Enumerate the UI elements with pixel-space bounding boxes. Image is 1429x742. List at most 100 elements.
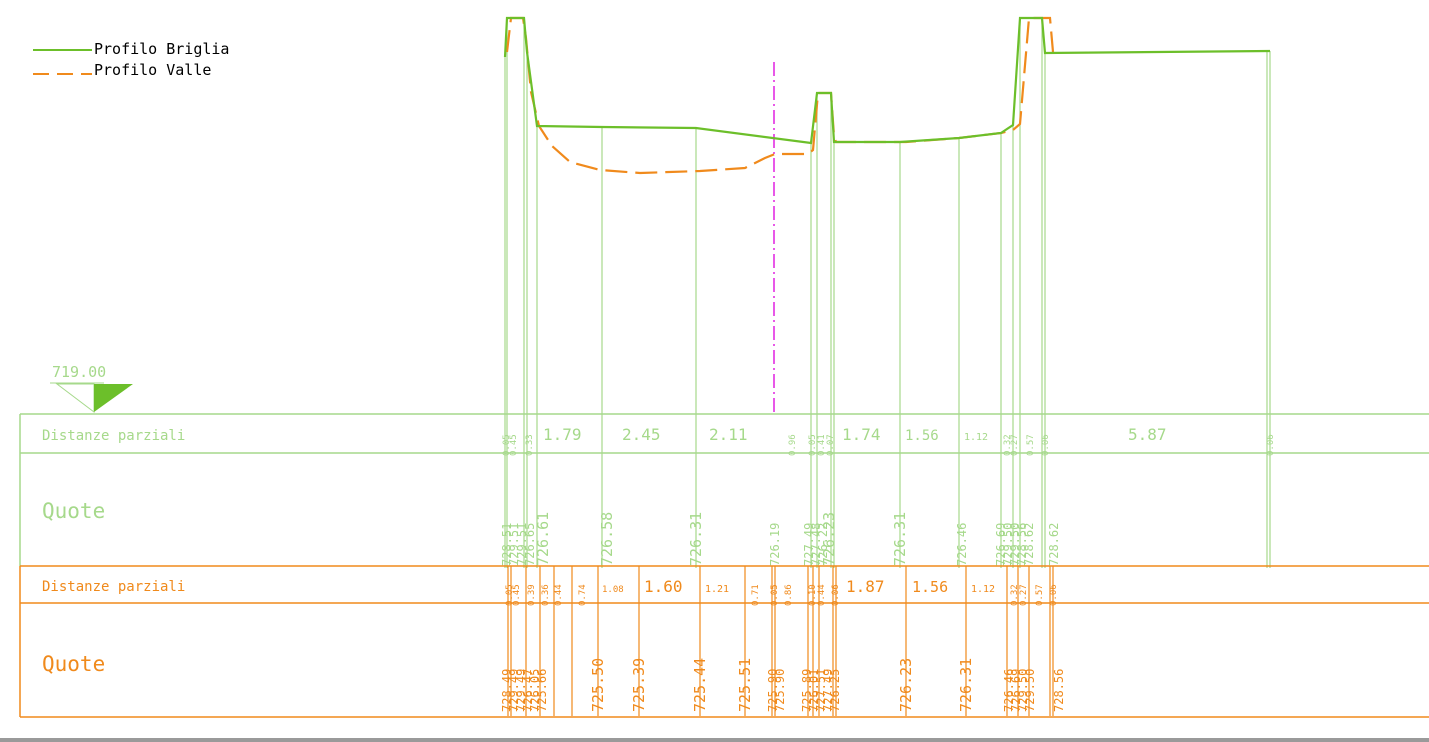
briglia-elevation-label: 729.51: [515, 523, 529, 566]
valle-distance-label: 0.39: [527, 584, 537, 606]
valle-elevation-label: 727.49: [821, 669, 835, 712]
briglia-distance-label: 0.06: [1041, 434, 1051, 456]
valle-distance-label: 0.10: [808, 584, 818, 606]
profilo-briglia-line: [503, 16, 1271, 145]
briglia-distance-label: 0.45: [509, 434, 519, 456]
valle-distance-label: 0.74: [578, 584, 588, 606]
legend: Profilo Briglia Profilo Valle: [33, 40, 229, 79]
briglia-elevation-label: 727.48: [809, 523, 823, 566]
datum-marker: 719.00: [50, 363, 133, 414]
datum-triangle-outline: [55, 383, 95, 414]
valle-elevation-label: 725.51: [736, 658, 754, 712]
briglia-elevation-label: 728.56: [1015, 523, 1029, 566]
briglia-distance-label: 0.41: [817, 434, 827, 456]
valle-elevation-label: 729.49: [507, 669, 521, 712]
datum-label: 719.00: [52, 363, 106, 381]
briglia-elevation-label: 726.61: [534, 512, 552, 566]
briglia-elevation-label: 726.22: [816, 523, 830, 566]
briglia-elevation-label: 729.50: [1001, 523, 1015, 566]
valle-distance-label: 0.05: [770, 584, 780, 606]
briglia-distance-label: 2.45: [622, 425, 661, 444]
valle-elevation-label: 725.66: [535, 669, 549, 712]
valle-distance-label: 0.57: [1035, 584, 1045, 606]
valle-elevation-label: 727.51: [814, 669, 828, 712]
valle-elevation-label: 725.39: [630, 658, 648, 712]
valle-distance-label: 0.06: [1049, 584, 1059, 606]
valle-distance-label: 0.71: [751, 584, 761, 606]
valle-elevation-label: 726.25: [828, 669, 842, 712]
briglia-dist-header: Distanze parziali: [42, 428, 185, 444]
briglia-distance-label: 1.74: [842, 425, 881, 444]
valle-distance-label: 1.21: [705, 584, 729, 595]
valle-elevation-label: 725.89: [800, 669, 814, 712]
briglia-distance-label: 1.79: [543, 425, 582, 444]
valle-elevation-label: 729.50: [1023, 669, 1037, 712]
valle-distance-label: 0.36: [541, 584, 551, 606]
valle-elevation-label: 725.90: [766, 669, 780, 712]
valle-elevation-label: 729.50: [1016, 669, 1030, 712]
valle-dist-header: Distanze parziali: [42, 579, 185, 595]
briglia-elevation-label: 726.31: [891, 512, 909, 566]
briglia-elevation-label: 726.23: [820, 512, 838, 566]
briglia-elevation-label: 728.62: [1047, 523, 1061, 566]
valle-elevation-label: 726.47: [521, 669, 535, 712]
briglia-distance-label: 1.56: [905, 428, 939, 444]
briglia-elevation-label: 726.65: [523, 523, 537, 566]
briglia-elevation-label: 726.58: [598, 512, 616, 566]
valle-distance-label: 0.86: [784, 584, 794, 606]
briglia-distance-label: 0.07: [826, 434, 836, 456]
briglia-elevation-label: 726.19: [768, 523, 782, 566]
briglia-elevation-label: 726.31: [687, 512, 705, 566]
valle-distance-label: 1.87: [846, 577, 885, 596]
briglia-distance-label: 1.12: [964, 432, 988, 443]
status-bar-divider: [0, 738, 1429, 742]
valle-elevation-label: 729.49: [514, 669, 528, 712]
valle-distance-label: 0.45: [512, 584, 522, 606]
briglia-elevation-label: 729.51: [507, 523, 521, 566]
profilo-valle-line: [505, 16, 1055, 175]
valle-elevation-label: 726.05: [528, 669, 542, 712]
valle-distance-label: 0.27: [1019, 584, 1029, 606]
valle-distance-label: 1.56: [912, 578, 948, 596]
briglia-distance-label: 0.57: [1026, 434, 1036, 456]
briglia-elevation-label: 729.50: [1008, 523, 1022, 566]
station-lines: [504, 18, 1271, 568]
briglia-elevation-label: 728.51: [500, 523, 514, 566]
valle-elevation-label: 725.50: [589, 658, 607, 712]
briglia-distance-label: 0.96: [788, 434, 798, 456]
valle-distance-label: 0.44: [817, 584, 827, 606]
valle-elevation-label: 726.69: [1009, 669, 1023, 712]
briglia-elevation-label: 728.62: [1022, 523, 1036, 566]
briglia-distance-label: 0.05: [502, 434, 512, 456]
legend-valle-label: Profilo Valle: [94, 61, 211, 79]
valle-distance-label: 0.32: [1010, 584, 1020, 606]
valle-elevation-label: 725.90: [773, 669, 787, 712]
briglia-distance-label: 0.32: [1003, 434, 1013, 456]
valle-distance-label: 1.12: [971, 584, 995, 595]
briglia-distance-label: 0.06: [1266, 434, 1276, 456]
briglia-quote-header: Quote: [42, 499, 105, 523]
valle-quote-header: Quote: [42, 652, 105, 676]
briglia-distance-label: 0.05: [808, 434, 818, 456]
valle-table: Distanze parziali Quote: [19, 565, 1429, 718]
briglia-elevation-label: 726.69: [994, 523, 1008, 566]
datum-triangle-fill: [94, 384, 133, 412]
valle-elevation-label: 726.23: [897, 658, 915, 712]
briglia-table: Distanze parziali Quote 0.050.45 0.33 1.79…: [19, 413, 1429, 566]
valle-elevation-label: 725.44: [691, 658, 709, 712]
valle-elevation-label: 726.01: [807, 669, 821, 712]
valle-distance-label: 0.06: [831, 584, 841, 606]
valle-distance-label: 1.08: [602, 585, 624, 595]
valle-distance-label: 0.05: [505, 584, 515, 606]
valle-elevation-label: 728.56: [1052, 669, 1066, 712]
valle-elevation-label: 728.49: [500, 669, 514, 712]
legend-briglia-label: Profilo Briglia: [94, 40, 229, 58]
briglia-elevation-label: 726.46: [955, 523, 969, 566]
valle-distance-label: 1.60: [644, 577, 683, 596]
briglia-distance-label: 0.33: [525, 434, 535, 456]
valle-elevation-label: 726.31: [957, 658, 975, 712]
briglia-elevation-label: 727.49: [802, 523, 816, 566]
valle-elevation-label: 726.46: [1002, 669, 1016, 712]
valle-distance-label: 0.44: [554, 584, 564, 606]
